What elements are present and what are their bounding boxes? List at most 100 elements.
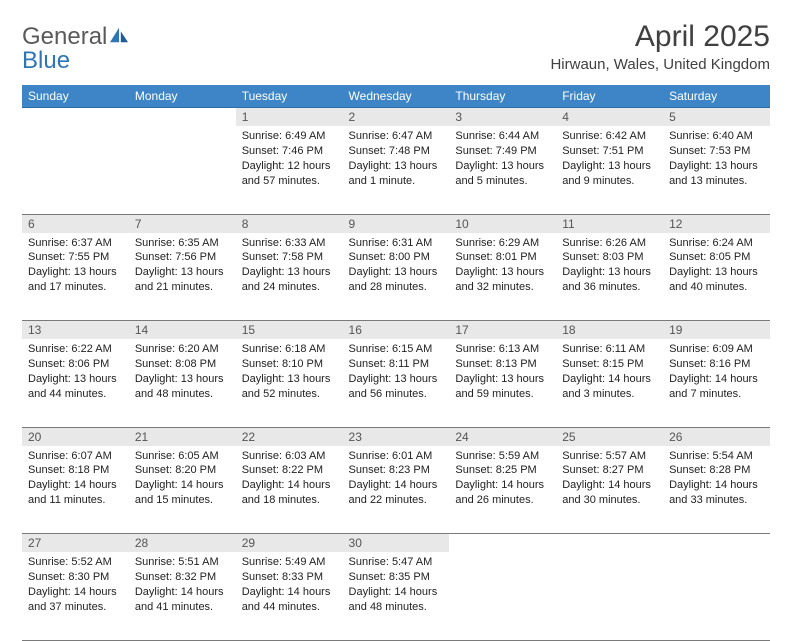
sunrise-text: Sunrise: 6:31 AM <box>349 236 444 251</box>
daylight-text: Daylight: 13 hours and 21 minutes. <box>135 265 230 295</box>
title-block: April 2025 Hirwaun, Wales, United Kingdo… <box>550 20 770 73</box>
sunrise-text: Sunrise: 6:49 AM <box>242 129 337 144</box>
day-number: 21 <box>129 427 236 446</box>
day-details: Sunrise: 6:24 AMSunset: 8:05 PMDaylight:… <box>663 233 770 298</box>
sunset-text: Sunset: 8:27 PM <box>562 463 657 478</box>
sunrise-text: Sunrise: 5:51 AM <box>135 555 230 570</box>
day-details: Sunrise: 6:26 AMSunset: 8:03 PMDaylight:… <box>556 233 663 298</box>
daylight-text: Daylight: 12 hours and 57 minutes. <box>242 159 337 189</box>
day-number <box>129 108 236 127</box>
day-cell: Sunrise: 6:15 AMSunset: 8:11 PMDaylight:… <box>343 339 450 427</box>
day-cell <box>449 552 556 640</box>
daylight-text: Daylight: 14 hours and 15 minutes. <box>135 478 230 508</box>
day-number: 18 <box>556 321 663 340</box>
sunrise-text: Sunrise: 6:07 AM <box>28 449 123 464</box>
daylight-text: Daylight: 14 hours and 3 minutes. <box>562 372 657 402</box>
daylight-text: Daylight: 13 hours and 17 minutes. <box>28 265 123 295</box>
day-number: 30 <box>343 534 450 553</box>
sunset-text: Sunset: 7:58 PM <box>242 250 337 265</box>
location-label: Hirwaun, Wales, United Kingdom <box>550 56 770 73</box>
sunset-text: Sunset: 8:30 PM <box>28 570 123 585</box>
sunset-text: Sunset: 8:03 PM <box>562 250 657 265</box>
sunset-text: Sunset: 8:28 PM <box>669 463 764 478</box>
daylight-text: Daylight: 13 hours and 28 minutes. <box>349 265 444 295</box>
sunrise-text: Sunrise: 6:11 AM <box>562 342 657 357</box>
day-number: 8 <box>236 214 343 233</box>
day-cell: Sunrise: 6:31 AMSunset: 8:00 PMDaylight:… <box>343 233 450 321</box>
day-cell: Sunrise: 6:13 AMSunset: 8:13 PMDaylight:… <box>449 339 556 427</box>
sunrise-text: Sunrise: 5:49 AM <box>242 555 337 570</box>
day-details: Sunrise: 6:49 AMSunset: 7:46 PMDaylight:… <box>236 126 343 191</box>
daylight-text: Daylight: 13 hours and 5 minutes. <box>455 159 550 189</box>
logo-sail-icon <box>108 26 130 44</box>
sunset-text: Sunset: 8:16 PM <box>669 357 764 372</box>
sunrise-text: Sunrise: 6:40 AM <box>669 129 764 144</box>
day-details: Sunrise: 6:42 AMSunset: 7:51 PMDaylight:… <box>556 126 663 191</box>
sunset-text: Sunset: 8:13 PM <box>455 357 550 372</box>
day-cell <box>663 552 770 640</box>
day-cell: Sunrise: 6:22 AMSunset: 8:06 PMDaylight:… <box>22 339 129 427</box>
sunrise-text: Sunrise: 5:52 AM <box>28 555 123 570</box>
day-cell: Sunrise: 6:42 AMSunset: 7:51 PMDaylight:… <box>556 126 663 214</box>
day-number: 4 <box>556 108 663 127</box>
day-cell: Sunrise: 5:52 AMSunset: 8:30 PMDaylight:… <box>22 552 129 640</box>
day-number: 7 <box>129 214 236 233</box>
sunset-text: Sunset: 8:18 PM <box>28 463 123 478</box>
day-details: Sunrise: 6:33 AMSunset: 7:58 PMDaylight:… <box>236 233 343 298</box>
day-cell: Sunrise: 6:18 AMSunset: 8:10 PMDaylight:… <box>236 339 343 427</box>
weekday-header: Friday <box>556 85 663 108</box>
logo-word2: Blue <box>22 47 70 74</box>
daylight-text: Daylight: 13 hours and 59 minutes. <box>455 372 550 402</box>
day-details: Sunrise: 6:47 AMSunset: 7:48 PMDaylight:… <box>343 126 450 191</box>
daynum-row: 12345 <box>22 108 770 127</box>
week-row: Sunrise: 6:49 AMSunset: 7:46 PMDaylight:… <box>22 126 770 214</box>
day-number: 25 <box>556 427 663 446</box>
sunrise-text: Sunrise: 5:57 AM <box>562 449 657 464</box>
day-number: 1 <box>236 108 343 127</box>
weekday-header: Monday <box>129 85 236 108</box>
day-cell: Sunrise: 6:24 AMSunset: 8:05 PMDaylight:… <box>663 233 770 321</box>
day-details: Sunrise: 5:57 AMSunset: 8:27 PMDaylight:… <box>556 446 663 511</box>
daynum-row: 20212223242526 <box>22 427 770 446</box>
day-number: 13 <box>22 321 129 340</box>
day-details: Sunrise: 5:52 AMSunset: 8:30 PMDaylight:… <box>22 552 129 617</box>
weekday-header: Tuesday <box>236 85 343 108</box>
daylight-text: Daylight: 14 hours and 22 minutes. <box>349 478 444 508</box>
day-number: 15 <box>236 321 343 340</box>
day-number: 28 <box>129 534 236 553</box>
day-number: 3 <box>449 108 556 127</box>
sunset-text: Sunset: 7:48 PM <box>349 144 444 159</box>
daylight-text: Daylight: 13 hours and 40 minutes. <box>669 265 764 295</box>
sunrise-text: Sunrise: 6:33 AM <box>242 236 337 251</box>
sunset-text: Sunset: 8:15 PM <box>562 357 657 372</box>
day-details: Sunrise: 6:13 AMSunset: 8:13 PMDaylight:… <box>449 339 556 404</box>
weekday-header: Sunday <box>22 85 129 108</box>
daynum-row: 27282930 <box>22 534 770 553</box>
daylight-text: Daylight: 13 hours and 13 minutes. <box>669 159 764 189</box>
day-details: Sunrise: 5:54 AMSunset: 8:28 PMDaylight:… <box>663 446 770 511</box>
week-row: Sunrise: 6:22 AMSunset: 8:06 PMDaylight:… <box>22 339 770 427</box>
sunrise-text: Sunrise: 6:29 AM <box>455 236 550 251</box>
daylight-text: Daylight: 14 hours and 7 minutes. <box>669 372 764 402</box>
sunset-text: Sunset: 8:06 PM <box>28 357 123 372</box>
sunset-text: Sunset: 8:33 PM <box>242 570 337 585</box>
day-details: Sunrise: 5:59 AMSunset: 8:25 PMDaylight:… <box>449 446 556 511</box>
sunset-text: Sunset: 8:08 PM <box>135 357 230 372</box>
day-cell: Sunrise: 5:57 AMSunset: 8:27 PMDaylight:… <box>556 446 663 534</box>
day-details: Sunrise: 6:11 AMSunset: 8:15 PMDaylight:… <box>556 339 663 404</box>
day-number: 14 <box>129 321 236 340</box>
day-number: 27 <box>22 534 129 553</box>
sunrise-text: Sunrise: 5:54 AM <box>669 449 764 464</box>
sunrise-text: Sunrise: 5:47 AM <box>349 555 444 570</box>
daylight-text: Daylight: 13 hours and 36 minutes. <box>562 265 657 295</box>
calendar-table: Sunday Monday Tuesday Wednesday Thursday… <box>22 85 770 641</box>
sunset-text: Sunset: 8:35 PM <box>349 570 444 585</box>
daylight-text: Daylight: 13 hours and 52 minutes. <box>242 372 337 402</box>
day-details: Sunrise: 6:20 AMSunset: 8:08 PMDaylight:… <box>129 339 236 404</box>
daylight-text: Daylight: 13 hours and 56 minutes. <box>349 372 444 402</box>
daylight-text: Daylight: 13 hours and 44 minutes. <box>28 372 123 402</box>
sunrise-text: Sunrise: 6:35 AM <box>135 236 230 251</box>
day-number <box>22 108 129 127</box>
logo-word1: General <box>22 23 107 50</box>
weekday-header: Thursday <box>449 85 556 108</box>
